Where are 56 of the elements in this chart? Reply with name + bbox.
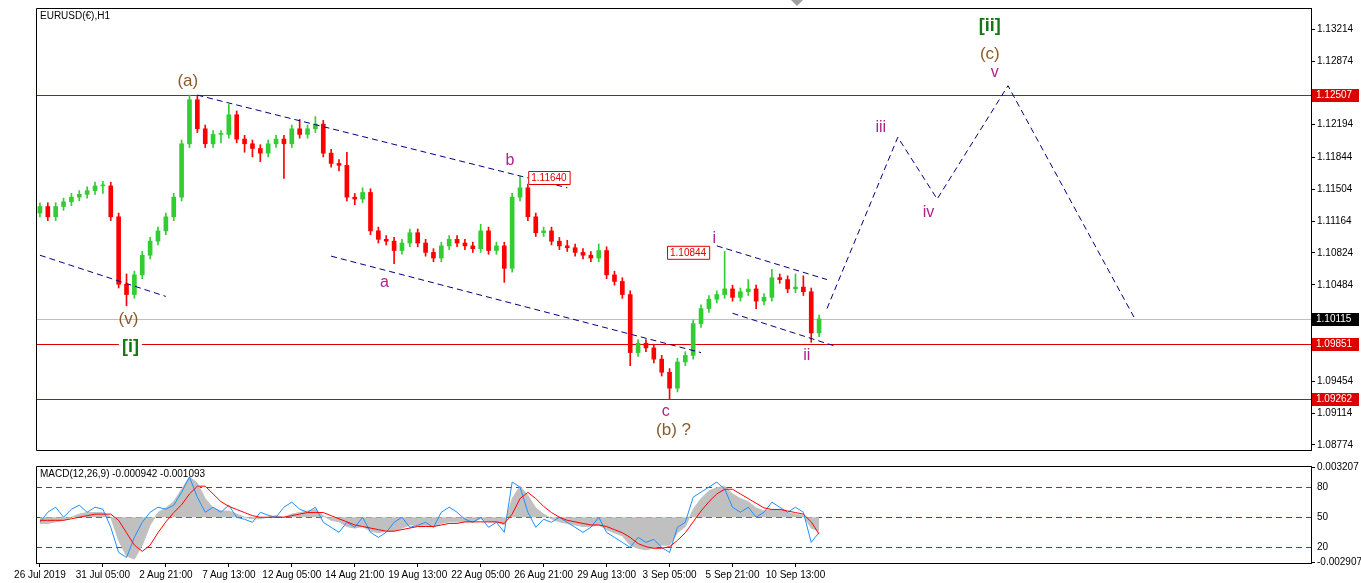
annotation: i: [712, 229, 717, 247]
candlestick: [218, 130, 224, 144]
annotation: b: [505, 151, 515, 169]
x-tick-label: 7 Aug 13:00: [202, 568, 256, 580]
x-tick-label: 14 Aug 21:00: [325, 568, 385, 580]
annotation: (c): [979, 43, 1000, 63]
y-tick-label: 1.12194: [1317, 118, 1354, 130]
ref-line-label: 1.10115: [1316, 313, 1352, 325]
annotation: (a): [177, 71, 199, 91]
annotation: [ii]: [978, 14, 1001, 35]
y-tick-label: 1.08774: [1317, 438, 1354, 450]
candlestick: [745, 279, 751, 296]
x-tick-label: 3 Sep 05:00: [642, 568, 697, 580]
annotation: iii: [875, 118, 887, 136]
annotation: [i]: [121, 336, 139, 357]
x-tick-label: 10 Sep 13:00: [765, 568, 826, 580]
y2-tick-label: 50: [1317, 511, 1329, 523]
candlestick: [336, 159, 342, 172]
line-series: [826, 85, 1135, 318]
x-tick-label: 31 Jul 05:00: [75, 568, 131, 580]
x-tick-label: 19 Aug 13:00: [388, 568, 448, 580]
chart-title: EURUSD(€),H1: [40, 9, 111, 21]
ref-line-label: 1.09851: [1316, 338, 1353, 350]
annotation: 1.10844: [670, 247, 707, 259]
chart-title: MACD(12,26,9) -0.000942 -0.001093: [40, 467, 206, 479]
y-tick-label: 1.09454: [1317, 375, 1354, 387]
x-tick-label: 29 Aug 13:00: [577, 568, 637, 580]
annotation: v: [990, 63, 999, 81]
y-tick-label: 1.12874: [1317, 54, 1354, 66]
y-tick-label: 1.13214: [1317, 22, 1354, 34]
y-tick-label: 1.09114: [1317, 406, 1353, 418]
x-tick-label: 2 Aug 21:00: [139, 568, 193, 580]
ref-line-label: 1.09262: [1316, 393, 1353, 405]
x-tick-label: 22 Aug 05:00: [451, 568, 511, 580]
x-tick-label: 12 Aug 05:00: [262, 568, 322, 580]
annotation: c: [661, 402, 670, 420]
annotation: a: [379, 272, 389, 290]
x-tick-label: 5 Sep 21:00: [705, 568, 760, 580]
y-tick-label: 1.10824: [1317, 246, 1354, 258]
x-tick-label: 26 Aug 21:00: [514, 568, 574, 580]
y-tick-label: 1.11504: [1317, 183, 1353, 195]
y-tick-label: 0.003207: [1317, 461, 1360, 473]
candlestick: [257, 144, 263, 162]
ref-line-label: 1.12507: [1316, 89, 1353, 101]
y2-tick-label: 20: [1317, 541, 1329, 553]
x-tick-label: 26 Jul 2019: [14, 568, 67, 580]
annotation: (b) ?: [656, 419, 691, 439]
annotation: 1.11640: [531, 172, 568, 184]
y-tick-label: -0.002907: [1317, 556, 1361, 568]
annotation: iv: [922, 202, 935, 220]
y2-tick-label: 80: [1317, 480, 1329, 492]
annotation: ii: [803, 345, 811, 363]
y-tick-label: 1.11844: [1317, 151, 1353, 163]
y-tick-label: 1.10484: [1317, 278, 1354, 290]
annotation: (v): [118, 309, 139, 329]
y-tick-label: 1.11164: [1317, 214, 1353, 226]
